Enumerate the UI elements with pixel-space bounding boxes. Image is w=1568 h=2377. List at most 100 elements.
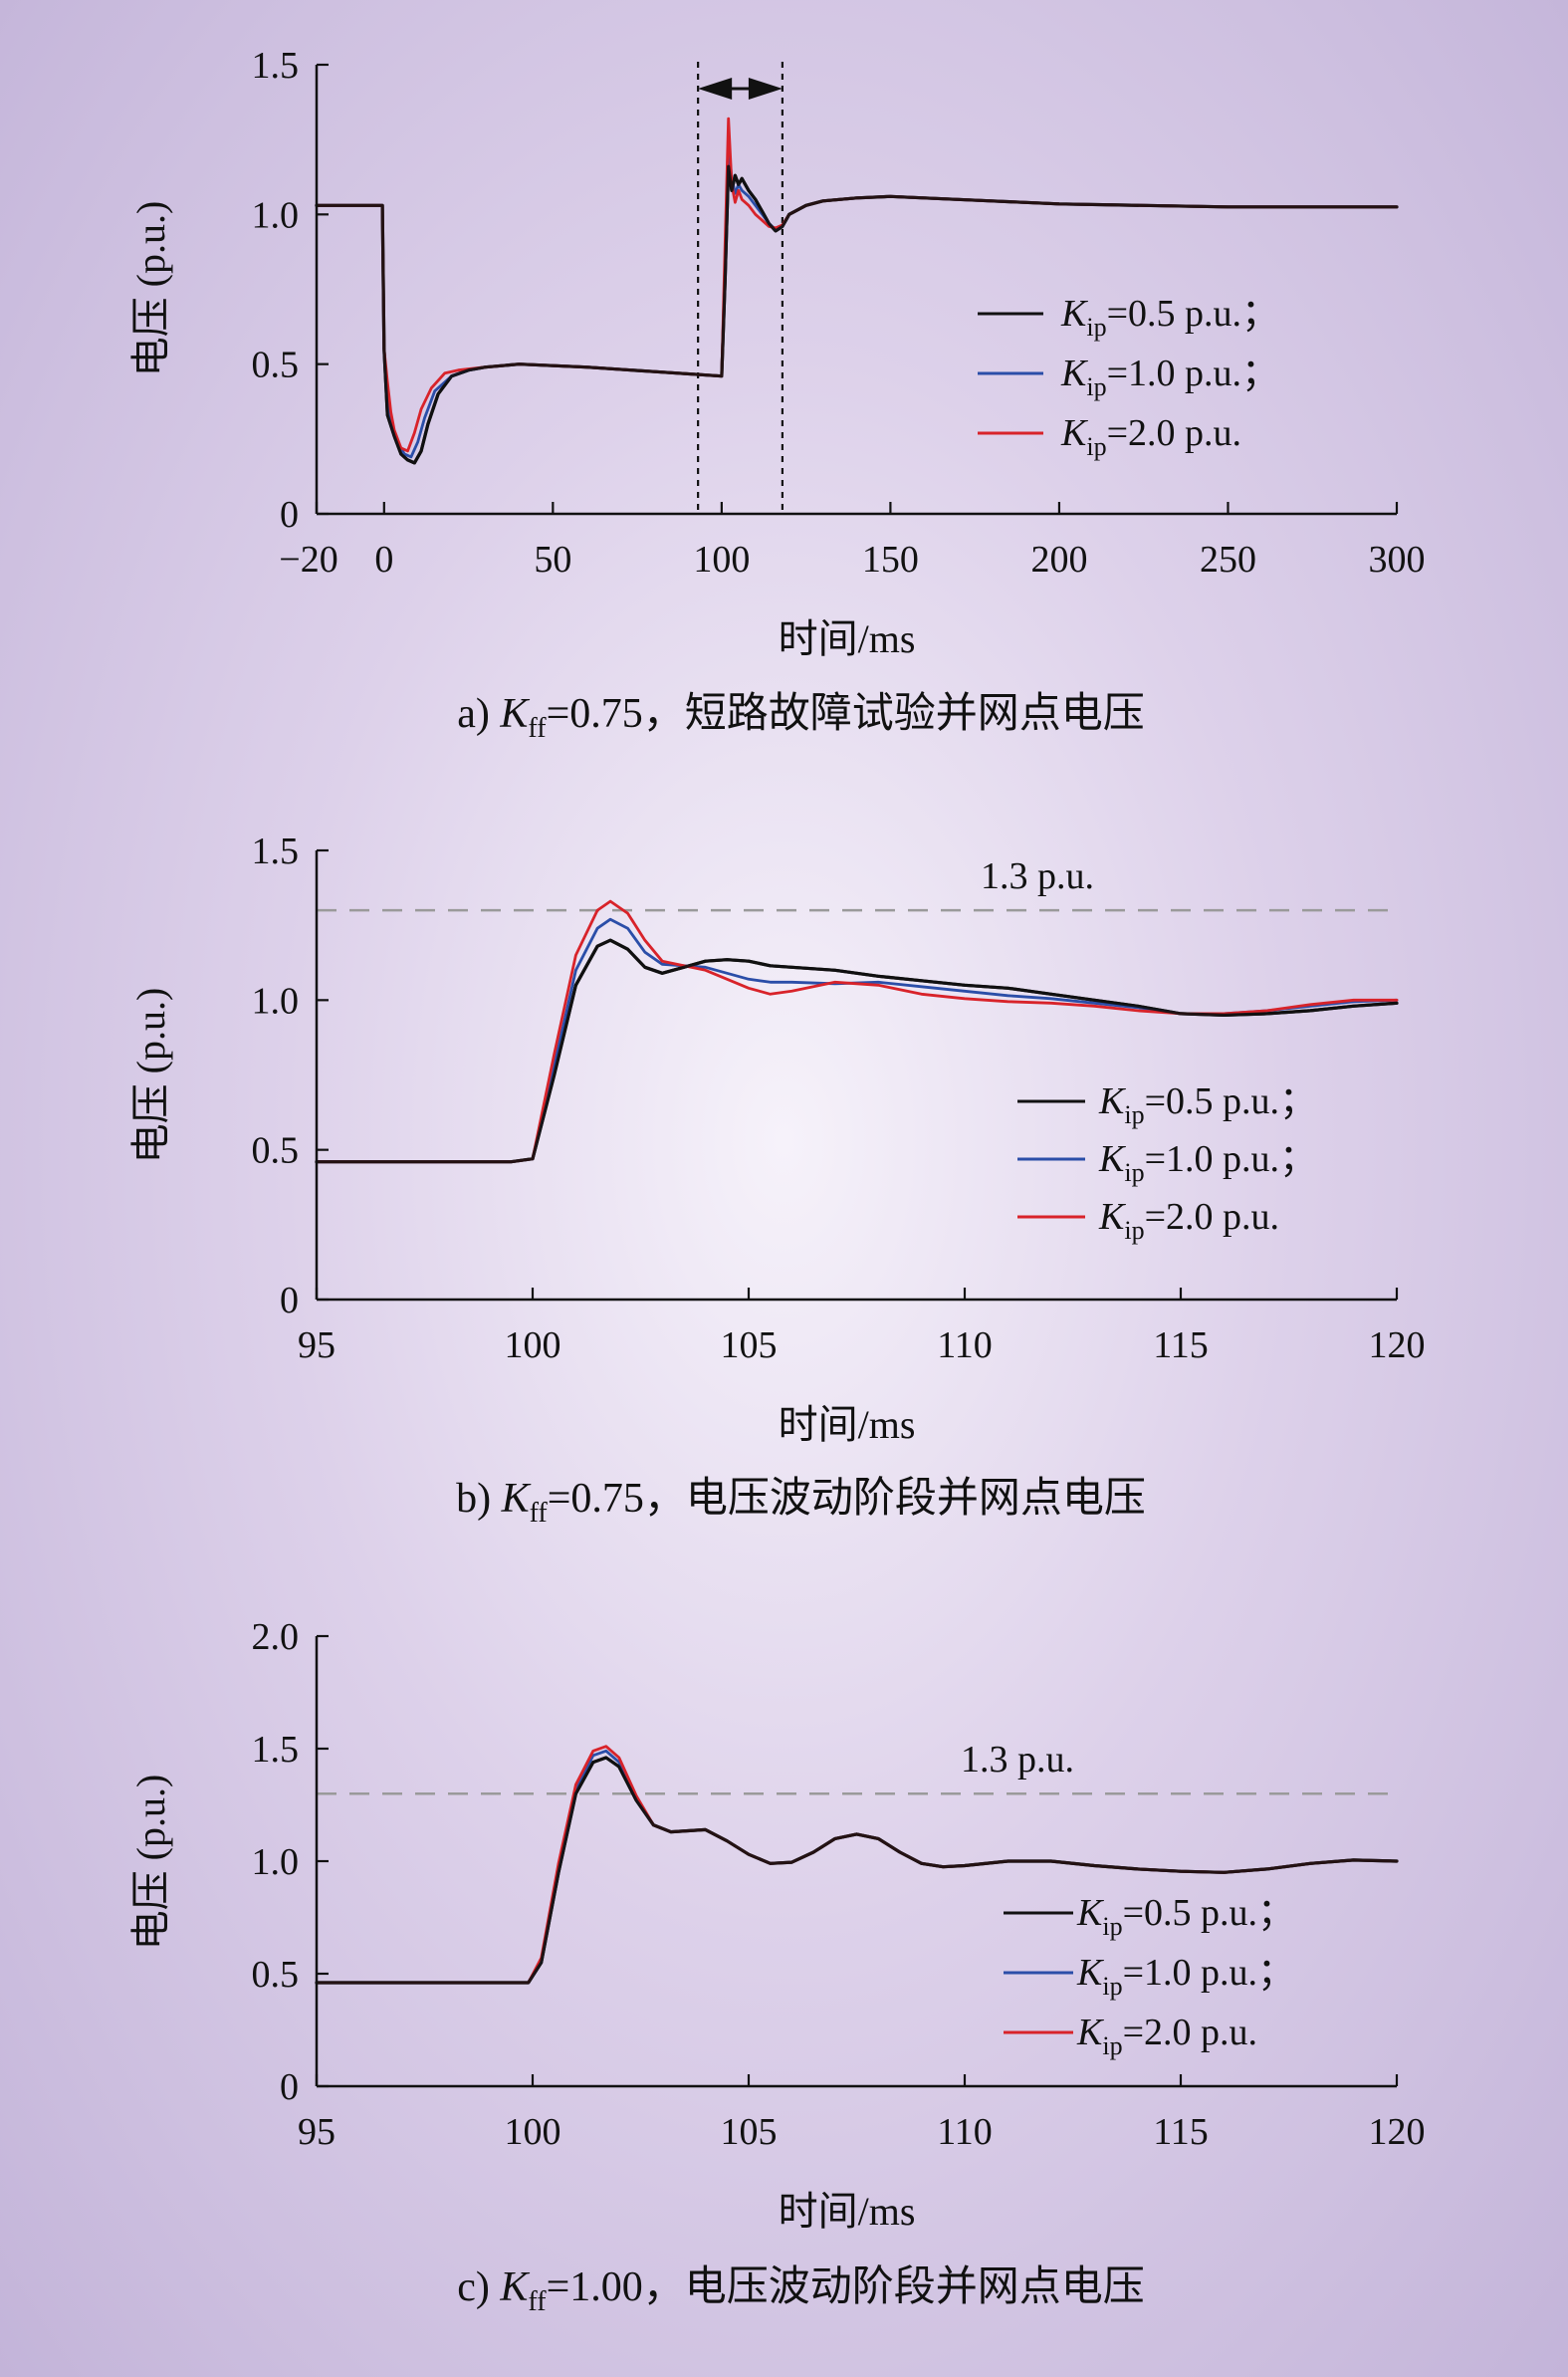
x-tick-label: 200 bbox=[1030, 539, 1087, 581]
y-tick-label: 0.5 bbox=[252, 1954, 300, 1996]
x-tick-label: 110 bbox=[937, 2111, 993, 2153]
x-tick-label: 95 bbox=[298, 1324, 336, 1366]
legend-entry-1: Kip=0.5 p.u.； bbox=[1098, 1080, 1317, 1129]
legend-entry-3: Kip=2.0 p.u. bbox=[1076, 2012, 1257, 2060]
y-tick-label: 1.5 bbox=[252, 831, 300, 872]
x-tick-label: 120 bbox=[1369, 1324, 1426, 1366]
legend-value: =2.0 p.u. bbox=[1145, 1196, 1279, 1238]
panel-caption: a) Kff=0.75，短路故障试验并网点电压 bbox=[457, 690, 1145, 744]
series-line-3 bbox=[315, 117, 1399, 453]
legend-value: =1.0 p.u.； bbox=[1107, 353, 1279, 394]
legend-value: =2.0 p.u. bbox=[1123, 2012, 1257, 2053]
caption-prefix: b) bbox=[456, 1476, 502, 1522]
x-axis-label: 时间/ms bbox=[779, 1402, 916, 1447]
legend-entry-3: Kip=2.0 p.u. bbox=[1098, 1196, 1279, 1245]
y-tick-label: 1.0 bbox=[252, 980, 300, 1022]
panel-caption: b) Kff=0.75，电压波动阶段并网点电压 bbox=[456, 1476, 1146, 1529]
y-tick-label: 0 bbox=[280, 1280, 299, 1321]
x-axis-label: 时间/ms bbox=[779, 2189, 916, 2234]
legend-entry-1: Kip=0.5 p.u.； bbox=[1060, 293, 1279, 342]
legend-sub: ip bbox=[1102, 1972, 1122, 2001]
legend-entry-1: Kip=0.5 p.u.； bbox=[1076, 1892, 1295, 1941]
caption-var: K bbox=[501, 1476, 532, 1522]
reference-label: 1.3 p.u. bbox=[981, 855, 1094, 897]
x-tick-label: 115 bbox=[1153, 1324, 1209, 1366]
x-tick-label: 115 bbox=[1153, 2111, 1209, 2153]
y-tick-label: 1.0 bbox=[252, 1841, 300, 1883]
caption-rest: =0.75，电压波动阶段并网点电压 bbox=[548, 1476, 1146, 1522]
y-axis-label: 电压 (p.u.) bbox=[128, 1775, 173, 1951]
y-tick-label: 2.0 bbox=[252, 1616, 300, 1658]
legend-entry-2: Kip=1.0 p.u.； bbox=[1060, 353, 1279, 401]
y-tick-label: 0.5 bbox=[252, 345, 300, 386]
y-tick-label: 0 bbox=[280, 494, 299, 536]
x-tick-label: 250 bbox=[1200, 539, 1256, 581]
y-tick-label: 1.0 bbox=[252, 194, 300, 236]
legend-var: K bbox=[1098, 1080, 1126, 1122]
legend-var: K bbox=[1060, 412, 1088, 454]
caption-rest: =0.75，短路故障试验并网点电压 bbox=[547, 690, 1145, 737]
x-tick-label: 50 bbox=[534, 539, 571, 581]
caption-prefix: c) bbox=[457, 2264, 500, 2310]
legend-value: =0.5 p.u.； bbox=[1107, 293, 1279, 335]
x-tick-label: 100 bbox=[505, 2111, 561, 2153]
y-tick-label: 0.5 bbox=[252, 1130, 300, 1172]
series-line-1-overlay bbox=[315, 938, 1399, 1164]
x-tick-label: 95 bbox=[298, 2111, 336, 2153]
legend-value: =1.0 p.u.； bbox=[1123, 1952, 1295, 1994]
series-line-1-overlay bbox=[315, 164, 1399, 465]
series-line-2 bbox=[315, 917, 1399, 1164]
x-tick-label: −20 bbox=[279, 539, 337, 581]
series-line-2 bbox=[315, 1749, 1399, 1985]
x-tick-label: 0 bbox=[374, 539, 393, 581]
series-line-1-overlay bbox=[315, 1756, 1399, 1985]
legend-entry-2: Kip=1.0 p.u.； bbox=[1098, 1138, 1317, 1187]
y-tick-label: 1.5 bbox=[252, 45, 300, 87]
legend-sub: ip bbox=[1124, 1158, 1144, 1187]
x-tick-label: 300 bbox=[1369, 539, 1426, 581]
chart-panel-b: 1.3 p.u. 95 100 105 110 115 120 0 0.5 1.0 1.5 时间/ms… bbox=[128, 831, 1426, 1529]
y-tick-label: 1.5 bbox=[252, 1729, 300, 1771]
arrow-head-left bbox=[698, 78, 733, 100]
chart-panel-c: 1.3 p.u. 95 100 105 110 115 120 0 0.5 1.0 1.5 2.0 时间… bbox=[128, 1616, 1426, 2317]
x-tick-label: 100 bbox=[505, 1324, 561, 1366]
panel-caption: c) Kff=1.00，电压波动阶段并网点电压 bbox=[457, 2264, 1145, 2317]
legend-sub: ip bbox=[1124, 1216, 1144, 1245]
arrow-head-right bbox=[748, 78, 783, 100]
y-axis-label: 电压 (p.u.) bbox=[128, 988, 173, 1164]
legend-sub: ip bbox=[1124, 1100, 1144, 1129]
legend-value: =0.5 p.u.； bbox=[1145, 1080, 1317, 1122]
legend-var: K bbox=[1060, 353, 1088, 394]
reference-label: 1.3 p.u. bbox=[961, 1739, 1074, 1781]
y-tick-label: 0 bbox=[280, 2066, 299, 2108]
legend-var: K bbox=[1076, 1952, 1104, 1994]
series-line-3 bbox=[315, 899, 1399, 1164]
caption-sub: ff bbox=[530, 1498, 549, 1529]
legend-sub: ip bbox=[1086, 432, 1106, 461]
legend-sub: ip bbox=[1102, 1912, 1122, 1941]
caption-var: K bbox=[499, 691, 530, 737]
legend-var: K bbox=[1060, 293, 1088, 335]
x-tick-label: 105 bbox=[721, 2111, 778, 2153]
legend-entry-2: Kip=1.0 p.u.； bbox=[1076, 1952, 1295, 2001]
legend-sub: ip bbox=[1086, 372, 1106, 401]
legend-var: K bbox=[1098, 1196, 1126, 1238]
x-tick-label: 120 bbox=[1369, 2111, 1426, 2153]
caption-prefix: a) bbox=[457, 691, 500, 737]
series-line-3 bbox=[315, 1745, 1399, 1985]
x-tick-label: 150 bbox=[862, 539, 919, 581]
legend-value: =0.5 p.u.； bbox=[1123, 1892, 1295, 1934]
x-tick-label: 110 bbox=[937, 1324, 993, 1366]
legend-sub: ip bbox=[1086, 313, 1106, 342]
x-axis-label: 时间/ms bbox=[779, 616, 916, 661]
caption-rest: =1.00，电压波动阶段并网点电压 bbox=[547, 2264, 1145, 2310]
caption-var: K bbox=[499, 2264, 530, 2310]
legend-value: =2.0 p.u. bbox=[1107, 412, 1241, 454]
legend-value: =1.0 p.u.； bbox=[1145, 1138, 1317, 1180]
legend-var: K bbox=[1076, 1892, 1104, 1934]
caption-sub: ff bbox=[528, 713, 547, 744]
legend-var: K bbox=[1076, 2012, 1104, 2053]
x-tick-label: 105 bbox=[721, 1324, 778, 1366]
